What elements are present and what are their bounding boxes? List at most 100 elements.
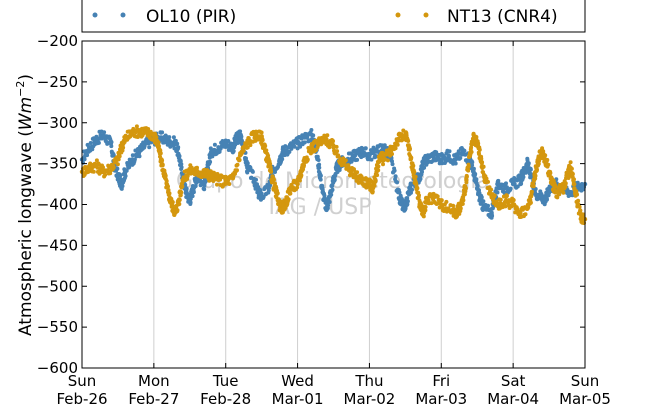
data-point <box>158 135 164 140</box>
series-1-dot <box>179 162 184 167</box>
data-point <box>367 181 372 187</box>
data-point <box>115 173 121 179</box>
data-point <box>94 136 99 142</box>
series-1-dot <box>420 169 424 174</box>
series-1-dot <box>405 202 410 207</box>
series-1-dot <box>130 153 135 158</box>
y-axis-title-close: ) <box>16 74 36 81</box>
data-point <box>503 198 509 203</box>
data-point <box>94 163 99 168</box>
series-2-dot <box>439 198 444 203</box>
data-point <box>431 153 437 158</box>
data-point <box>421 210 426 215</box>
x-tick-label-date: Mar-05 <box>559 390 611 408</box>
data-point <box>187 198 192 203</box>
series-2-dot <box>195 165 199 170</box>
series-2-dot <box>385 158 390 163</box>
data-point <box>176 198 182 203</box>
series-2-dot <box>505 193 509 198</box>
data-point <box>155 141 160 146</box>
data-point <box>288 185 293 191</box>
x-tick-label-date: Mar-04 <box>487 390 539 408</box>
series-1-dot <box>474 177 479 182</box>
series-2-dot <box>269 169 274 174</box>
series-2-dot <box>177 202 182 206</box>
data-point <box>255 190 261 195</box>
series-1-dot <box>395 180 400 185</box>
data-point <box>424 157 430 162</box>
series-2-dot <box>417 193 421 198</box>
data-point <box>316 165 322 170</box>
series-1-dot <box>392 168 397 173</box>
legend-marker-dot <box>92 12 98 18</box>
data-point <box>518 210 523 215</box>
data-point <box>259 135 264 140</box>
series-1-dot <box>137 154 142 159</box>
series-2-dot <box>325 133 330 138</box>
data-point <box>119 181 124 187</box>
series-2-dot <box>555 195 560 200</box>
series-1-dot <box>422 165 427 170</box>
series-2-dot <box>91 169 96 174</box>
series-1-dot <box>359 145 364 150</box>
series-2-dot <box>259 130 264 135</box>
series-2-dot <box>563 181 568 186</box>
series-1-dot <box>212 142 217 147</box>
series-2-dot <box>211 179 216 183</box>
data-point <box>453 157 458 162</box>
series-2-dot <box>409 155 414 160</box>
data-point <box>546 185 552 191</box>
series-2-dot <box>486 179 490 184</box>
series-2-dot <box>273 181 277 186</box>
data-point <box>396 136 401 142</box>
x-tick-label-date: Feb-28 <box>200 390 251 408</box>
x-tick-label-date: Mar-01 <box>272 390 324 408</box>
data-point <box>374 169 379 174</box>
series-2-dot <box>460 201 465 206</box>
y-tick-label: −200 <box>37 32 78 50</box>
series-1-dot <box>521 175 526 180</box>
data-point <box>277 202 282 207</box>
series-2-dot <box>235 168 239 173</box>
series-2-dot <box>115 162 120 167</box>
series-1-dot <box>495 190 500 195</box>
y-axis: −600 −550 −500 −450 −400 −350 −300 −250 −200 <box>37 32 585 377</box>
series-1-dot <box>490 213 495 218</box>
series-1-dot <box>245 161 250 166</box>
legend-marker-series-1 <box>92 12 126 18</box>
data-point <box>281 206 286 211</box>
data-point <box>424 198 430 203</box>
x-tick-label-date: Feb-27 <box>128 390 179 408</box>
data-point <box>176 153 182 158</box>
series-2-dot <box>373 178 378 183</box>
series-2-dot <box>395 142 400 147</box>
series-1-dot <box>292 144 297 149</box>
series-2-dot <box>481 164 486 169</box>
data-point <box>568 165 573 170</box>
data-point <box>144 141 149 146</box>
series-1-dot <box>390 162 395 167</box>
data-point <box>510 181 516 187</box>
data-point <box>137 128 142 134</box>
series-2-dot <box>331 139 335 143</box>
data-point <box>173 210 178 215</box>
data-point <box>173 141 178 146</box>
data-point <box>489 210 494 215</box>
series-2-dot <box>528 200 533 205</box>
data-point <box>521 169 527 174</box>
series-1-dot <box>458 156 463 160</box>
series-1-dot <box>508 186 513 191</box>
series-2-dot <box>245 145 250 150</box>
series-1-dot <box>147 145 152 150</box>
series-1-dot <box>496 178 501 183</box>
series-2-dot <box>248 143 253 148</box>
data-point <box>471 136 476 142</box>
series-2-dot <box>376 164 381 169</box>
data-point <box>453 210 458 215</box>
data-point <box>539 194 545 199</box>
data-point <box>320 190 325 195</box>
legend-marker-series-2 <box>395 12 429 18</box>
series-2-dot <box>237 158 242 162</box>
series-1-dot <box>327 200 332 204</box>
